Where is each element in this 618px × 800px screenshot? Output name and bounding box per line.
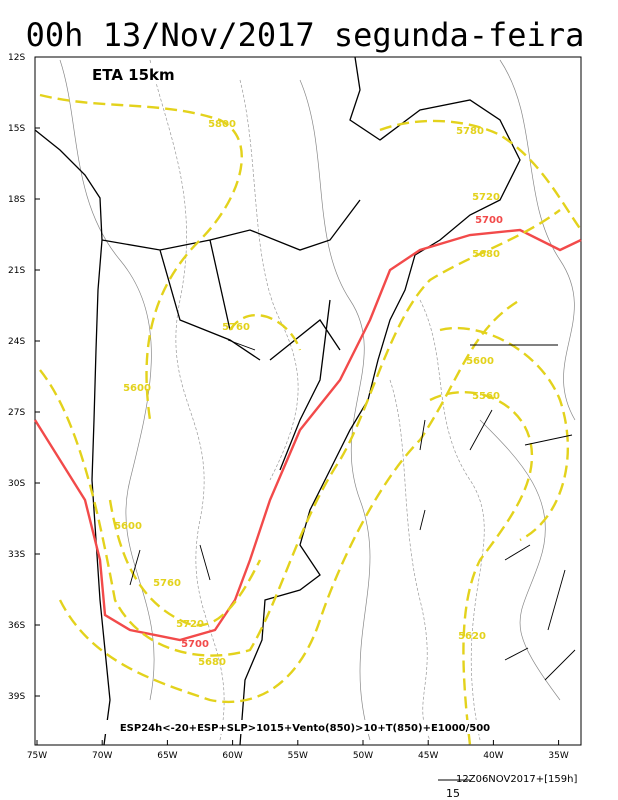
contour-label: 5700: [475, 215, 503, 226]
contour-label: 5680: [198, 657, 226, 668]
lat-label: 15S: [8, 124, 25, 134]
lon-label: 75W: [27, 751, 47, 761]
contour-label: 5620: [458, 631, 486, 642]
lat-label: 18S: [8, 195, 25, 205]
contour-label: 5800: [208, 119, 236, 130]
map-frame: [34, 56, 582, 746]
lon-label: 55W: [288, 751, 308, 761]
contour-label: 5720: [472, 192, 500, 203]
title: 00h 13/Nov/2017 segunda-feira: [26, 16, 585, 54]
contour-label: 5680: [472, 249, 500, 260]
contour-label: 5700: [181, 639, 209, 650]
contour-label: 5760: [222, 322, 250, 333]
red-contour: [33, 228, 582, 642]
lon-label: 70W: [92, 751, 112, 761]
lon-label: 65W: [157, 751, 177, 761]
lat-label: 27S: [8, 408, 25, 418]
caption: ESP24h<-20+ESP+SLP>1015+Vento(850)>10+T(…: [120, 723, 490, 734]
wind-arrows: [129, 339, 576, 681]
coastlines: [34, 56, 521, 746]
lat-label: 24S: [8, 337, 25, 347]
contour-label: 5600: [466, 356, 494, 367]
contour-label: 5780: [456, 126, 484, 137]
lon-label: 45W: [418, 751, 438, 761]
model-box: [84, 64, 192, 84]
lat-label: 12S: [8, 53, 25, 63]
yellow-contours: [39, 93, 582, 746]
lon-label: 50W: [353, 751, 373, 761]
lat-label: 39S: [8, 692, 25, 702]
scale-label: 15: [446, 787, 460, 800]
contour-label: 5560: [472, 391, 500, 402]
contour-label: 5720: [176, 619, 204, 630]
lon-label: 60W: [222, 751, 242, 761]
lat-label: 33S: [8, 550, 25, 560]
contour-label: 5600: [123, 383, 151, 394]
model-label: ETA 15km: [92, 66, 175, 84]
lat-label: 30S: [8, 479, 25, 489]
lon-label: 35W: [548, 751, 568, 761]
lat-label: 36S: [8, 621, 25, 631]
lat-label: 21S: [8, 266, 25, 276]
caption-box: [100, 720, 510, 734]
lon-label: 40W: [483, 751, 503, 761]
run-label: 12Z06NOV2017+[159h]: [456, 774, 577, 785]
contour-label: 5760: [153, 578, 181, 589]
contour-label: 5600: [114, 521, 142, 532]
